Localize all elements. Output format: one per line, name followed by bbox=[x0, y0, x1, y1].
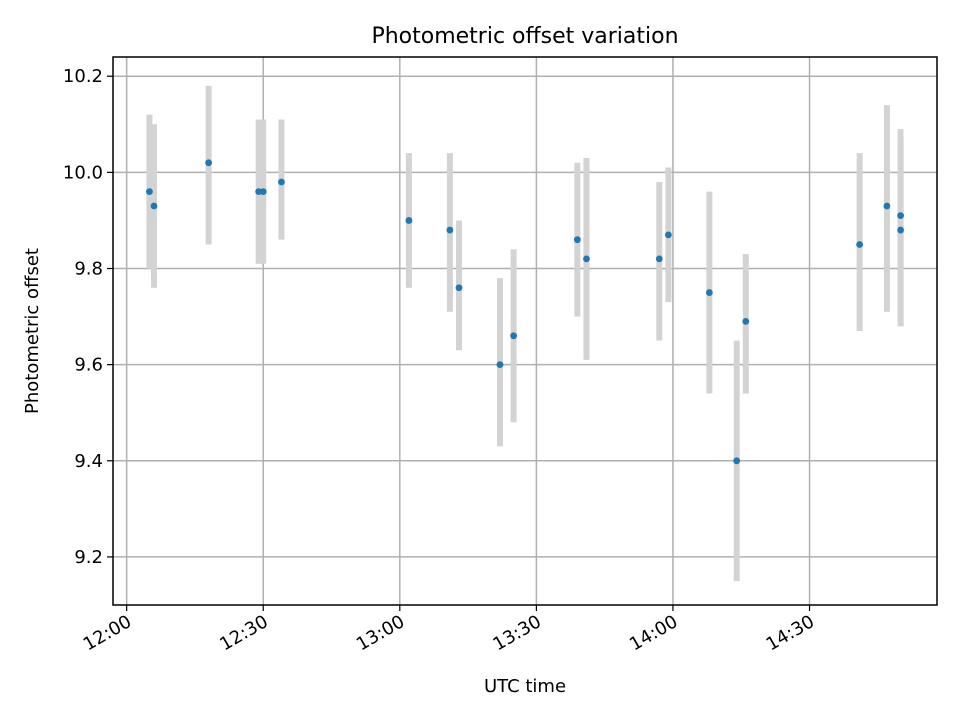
data-point bbox=[278, 178, 285, 186]
chart-title: Photometric offset variation bbox=[371, 24, 678, 49]
x-tick-label: 14:00 bbox=[626, 611, 681, 655]
data-point bbox=[496, 361, 504, 369]
error-bars bbox=[146, 85, 904, 581]
data-point bbox=[705, 289, 713, 296]
data-point bbox=[856, 241, 864, 248]
data-point bbox=[405, 217, 413, 224]
data-points bbox=[146, 159, 904, 465]
y-tick-label: 10.2 bbox=[63, 66, 103, 87]
data-point bbox=[883, 202, 891, 210]
y-tick-label: 9.2 bbox=[74, 547, 103, 568]
data-point bbox=[455, 284, 463, 292]
data-point bbox=[446, 226, 454, 234]
data-point bbox=[205, 159, 213, 167]
data-point bbox=[733, 457, 741, 465]
y-tick-label: 10.0 bbox=[63, 162, 103, 183]
data-point bbox=[150, 202, 158, 210]
x-tick-label: 13:00 bbox=[353, 611, 408, 655]
x-tick-label: 13:30 bbox=[489, 611, 544, 655]
data-point bbox=[897, 226, 904, 234]
data-point bbox=[742, 317, 750, 325]
data-point bbox=[259, 188, 267, 195]
x-axis-label: UTC time bbox=[484, 676, 566, 697]
x-tick-label: 12:30 bbox=[216, 611, 271, 655]
x-tick-label: 14:30 bbox=[763, 611, 818, 655]
data-point bbox=[583, 255, 590, 263]
y-tick-label: 9.8 bbox=[74, 259, 103, 280]
y-tick-label: 9.6 bbox=[74, 355, 103, 376]
y-axis-label: Photometric offset bbox=[22, 248, 43, 414]
data-point bbox=[573, 236, 581, 244]
y-tick-label: 9.4 bbox=[74, 451, 103, 472]
plot-frame bbox=[112, 56, 938, 606]
data-point bbox=[510, 332, 518, 340]
data-point bbox=[665, 231, 672, 239]
ticks: 12:00 12:30 13:00 13:30 14:00 14:30 9.2 9.4 9.6 9… bbox=[63, 66, 818, 655]
data-point bbox=[897, 212, 904, 220]
data-point bbox=[655, 255, 663, 263]
x-tick-label: 12:00 bbox=[80, 611, 135, 655]
grid bbox=[113, 57, 937, 605]
data-point bbox=[146, 188, 153, 195]
